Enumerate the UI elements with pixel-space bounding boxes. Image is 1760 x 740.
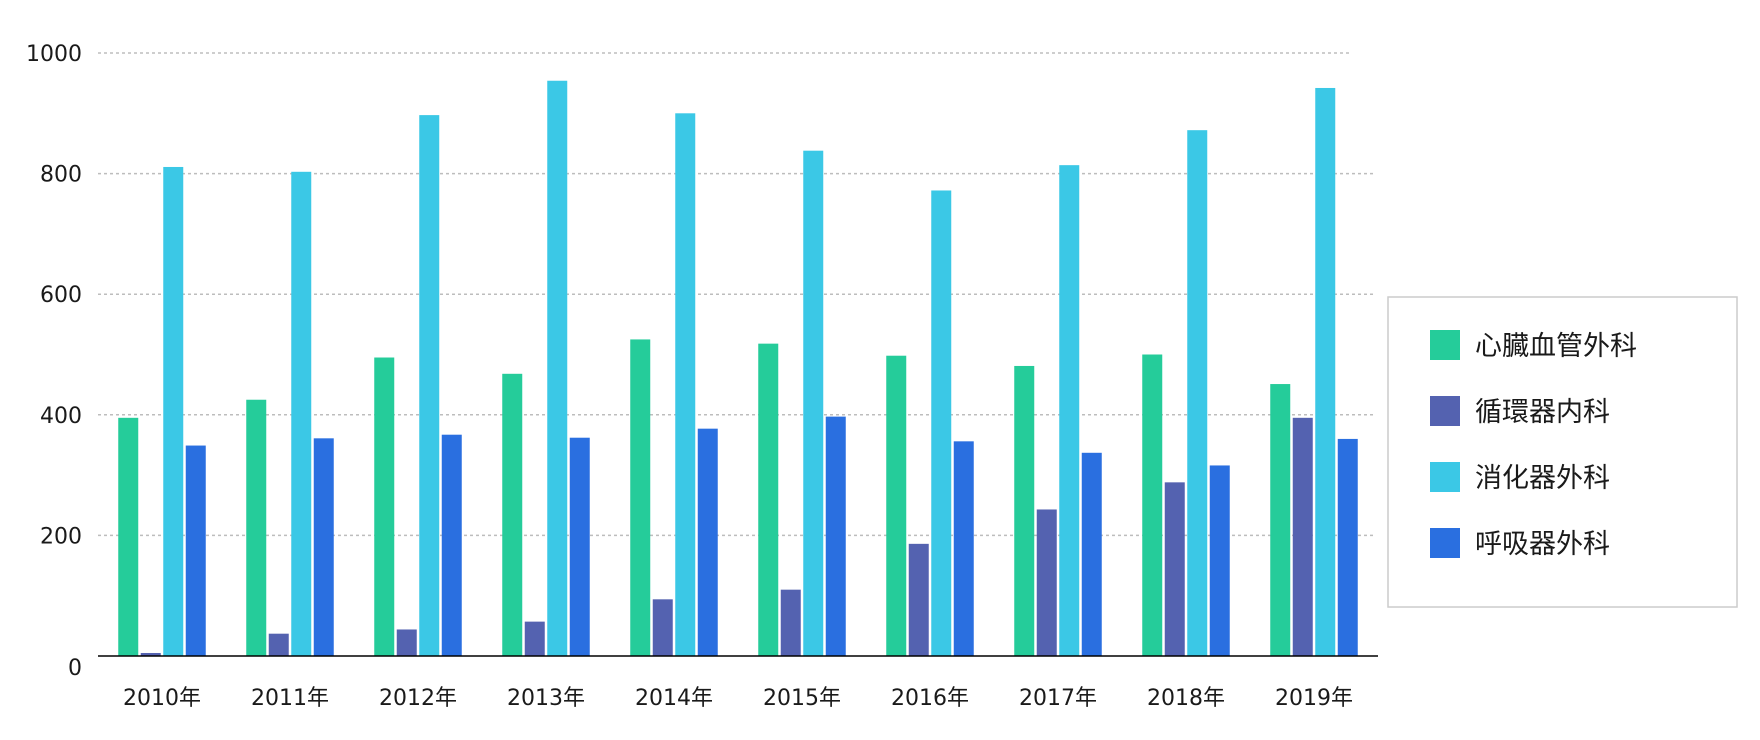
- y-tick-label: 400: [40, 404, 82, 429]
- bar-8-0: [1142, 354, 1163, 656]
- bar-3-0: [502, 373, 523, 656]
- bar-6-0: [886, 355, 907, 656]
- x-tick-label: 2015年: [763, 686, 841, 711]
- bar-7-2: [1059, 165, 1080, 656]
- bar-1-0: [246, 399, 267, 656]
- bar-9-1: [1292, 417, 1313, 656]
- bar-3-3: [569, 437, 590, 656]
- bar-5-3: [825, 416, 846, 656]
- legend-swatch-0: [1430, 330, 1460, 360]
- legend-label-1: 循環器内科: [1475, 397, 1610, 428]
- bar-4-2: [675, 113, 696, 657]
- y-tick-label: 0: [68, 656, 82, 681]
- y-tick-label: 600: [40, 283, 82, 308]
- bar-5-0: [758, 343, 779, 656]
- x-tick-label: 2010年: [123, 686, 201, 711]
- x-tick-label: 2019年: [1275, 686, 1353, 711]
- legend-label-3: 呼吸器外科: [1475, 529, 1610, 560]
- bar-4-1: [652, 599, 673, 656]
- grid-lines: [98, 52, 1376, 537]
- bar-0-3: [185, 445, 206, 656]
- bar-5-1: [780, 589, 801, 656]
- legend-label-2: 消化器外科: [1475, 463, 1610, 494]
- bar-9-3: [1337, 438, 1358, 656]
- x-tick-label: 2011年: [251, 686, 329, 711]
- y-tick-label: 800: [40, 163, 82, 188]
- y-tick-label: 1000: [26, 42, 82, 67]
- x-axis-tick-labels: 2010年 2011年 2012年 2013年 2014年 2015年 2016年 2017年…: [123, 686, 1353, 711]
- bar-9-2: [1315, 87, 1336, 657]
- legend-label-0: 心臓血管外科: [1475, 331, 1637, 362]
- bar-8-1: [1164, 482, 1185, 656]
- x-tick-label: 2016年: [891, 686, 969, 711]
- bar-3-1: [524, 621, 545, 656]
- x-tick-label: 2014年: [635, 686, 713, 711]
- bar-1-2: [291, 171, 312, 657]
- legend-swatch-2: [1430, 462, 1460, 492]
- legend-swatch-3: [1430, 528, 1460, 558]
- x-tick-label: 2013年: [507, 686, 585, 711]
- bar-7-3: [1081, 452, 1102, 656]
- bar-1-3: [313, 438, 334, 656]
- bar-0-2: [163, 166, 184, 656]
- bar-5-2: [803, 150, 824, 656]
- legend-swatch-1: [1430, 396, 1460, 426]
- x-tick-label: 2018年: [1147, 686, 1225, 711]
- x-tick-label: 2017年: [1019, 686, 1097, 711]
- bar-2-3: [441, 434, 462, 656]
- bar-2-1: [396, 629, 417, 656]
- bar-8-3: [1209, 465, 1230, 656]
- bar-7-1: [1036, 509, 1057, 656]
- bars: [118, 80, 1358, 657]
- y-axis-tick-labels: 0 200 400 600 800 1000: [26, 42, 82, 681]
- bar-2-2: [419, 115, 440, 657]
- bar-6-2: [931, 190, 952, 657]
- bar-9-0: [1270, 384, 1291, 656]
- bar-6-1: [908, 543, 929, 656]
- bar-3-2: [547, 80, 568, 657]
- bar-8-2: [1187, 130, 1208, 656]
- bar-4-0: [630, 339, 651, 656]
- bar-1-1: [268, 633, 289, 656]
- bar-4-3: [697, 428, 718, 656]
- y-tick-label: 200: [40, 524, 82, 549]
- bar-6-3: [953, 441, 974, 656]
- bar-2-0: [374, 357, 395, 656]
- x-tick-label: 2012年: [379, 686, 457, 711]
- bar-0-1: [140, 652, 161, 656]
- bar-0-0: [118, 417, 139, 656]
- bar-7-0: [1014, 365, 1035, 656]
